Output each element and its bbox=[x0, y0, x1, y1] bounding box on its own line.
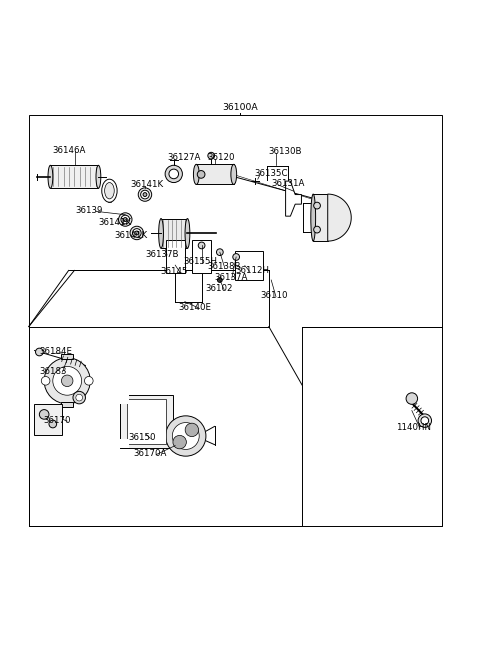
Text: 36170: 36170 bbox=[43, 416, 71, 424]
Circle shape bbox=[169, 169, 179, 178]
Text: 36146A: 36146A bbox=[53, 146, 86, 155]
Circle shape bbox=[119, 213, 132, 226]
Ellipse shape bbox=[158, 218, 163, 249]
Polygon shape bbox=[328, 194, 351, 241]
Ellipse shape bbox=[96, 165, 101, 188]
Bar bbox=[313, 194, 328, 241]
Text: 36140E: 36140E bbox=[179, 303, 212, 312]
Circle shape bbox=[406, 393, 418, 404]
Circle shape bbox=[39, 409, 49, 419]
Circle shape bbox=[132, 229, 141, 237]
Circle shape bbox=[165, 165, 182, 182]
Text: 36137A: 36137A bbox=[215, 273, 248, 281]
Text: 36100A: 36100A bbox=[222, 103, 258, 112]
Text: 1140HN: 1140HN bbox=[396, 423, 431, 432]
Circle shape bbox=[421, 417, 429, 424]
Circle shape bbox=[141, 190, 149, 199]
Circle shape bbox=[314, 226, 321, 233]
Bar bbox=[29, 115, 442, 525]
Text: 36155H: 36155H bbox=[183, 257, 217, 266]
Circle shape bbox=[73, 392, 85, 404]
Bar bbox=[196, 164, 234, 184]
Circle shape bbox=[314, 202, 321, 209]
Text: 36131A: 36131A bbox=[271, 180, 305, 188]
Text: 36145: 36145 bbox=[161, 267, 188, 276]
Text: 36141K: 36141K bbox=[131, 180, 164, 190]
Text: 36170A: 36170A bbox=[133, 449, 167, 459]
Ellipse shape bbox=[311, 194, 316, 241]
Bar bbox=[127, 399, 166, 444]
Ellipse shape bbox=[48, 165, 53, 188]
Bar bbox=[166, 240, 185, 273]
Polygon shape bbox=[286, 181, 301, 216]
Circle shape bbox=[123, 218, 127, 222]
Bar bbox=[302, 327, 442, 525]
Text: 36150: 36150 bbox=[129, 433, 156, 442]
Circle shape bbox=[143, 193, 147, 197]
Text: 36141K: 36141K bbox=[98, 218, 132, 227]
Text: 36137B: 36137B bbox=[145, 249, 179, 258]
Circle shape bbox=[121, 215, 130, 224]
Ellipse shape bbox=[105, 182, 114, 199]
Ellipse shape bbox=[102, 179, 117, 202]
Polygon shape bbox=[61, 402, 73, 407]
Circle shape bbox=[197, 171, 205, 178]
Ellipse shape bbox=[185, 218, 190, 249]
Bar bbox=[34, 403, 62, 435]
Circle shape bbox=[84, 377, 93, 385]
Circle shape bbox=[185, 423, 199, 437]
Circle shape bbox=[216, 249, 223, 256]
Circle shape bbox=[172, 422, 199, 449]
Text: 36130B: 36130B bbox=[269, 147, 302, 156]
Text: 36139: 36139 bbox=[76, 206, 103, 215]
Circle shape bbox=[173, 436, 186, 449]
Ellipse shape bbox=[231, 164, 237, 184]
Text: 36110: 36110 bbox=[261, 291, 288, 300]
Circle shape bbox=[418, 414, 432, 427]
Text: 36127A: 36127A bbox=[167, 153, 201, 162]
Text: 36183: 36183 bbox=[39, 367, 67, 376]
Bar bbox=[120, 395, 129, 404]
Circle shape bbox=[44, 358, 90, 404]
Text: 36120: 36120 bbox=[207, 153, 235, 162]
Ellipse shape bbox=[193, 164, 199, 184]
Circle shape bbox=[53, 367, 82, 395]
Circle shape bbox=[61, 375, 73, 386]
Text: 36102: 36102 bbox=[205, 284, 232, 293]
Text: 36141K: 36141K bbox=[114, 231, 147, 240]
Bar bbox=[50, 165, 98, 188]
Circle shape bbox=[76, 394, 83, 401]
Bar bbox=[192, 240, 211, 273]
Circle shape bbox=[130, 226, 144, 239]
Circle shape bbox=[166, 416, 206, 456]
Text: 36138B: 36138B bbox=[207, 262, 241, 271]
Circle shape bbox=[233, 254, 240, 260]
Circle shape bbox=[135, 231, 139, 235]
Bar bbox=[235, 251, 263, 280]
Circle shape bbox=[36, 348, 43, 356]
Text: 36184E: 36184E bbox=[39, 348, 72, 356]
Circle shape bbox=[49, 420, 57, 428]
Bar bbox=[120, 440, 129, 448]
Bar bbox=[161, 218, 187, 249]
Circle shape bbox=[198, 242, 205, 249]
Circle shape bbox=[138, 188, 152, 201]
Text: 36112H: 36112H bbox=[235, 266, 269, 275]
Bar bbox=[120, 395, 173, 448]
Circle shape bbox=[217, 277, 222, 282]
Circle shape bbox=[41, 377, 50, 385]
Circle shape bbox=[208, 152, 215, 159]
Text: 36135C: 36135C bbox=[254, 169, 288, 178]
Polygon shape bbox=[61, 354, 73, 359]
